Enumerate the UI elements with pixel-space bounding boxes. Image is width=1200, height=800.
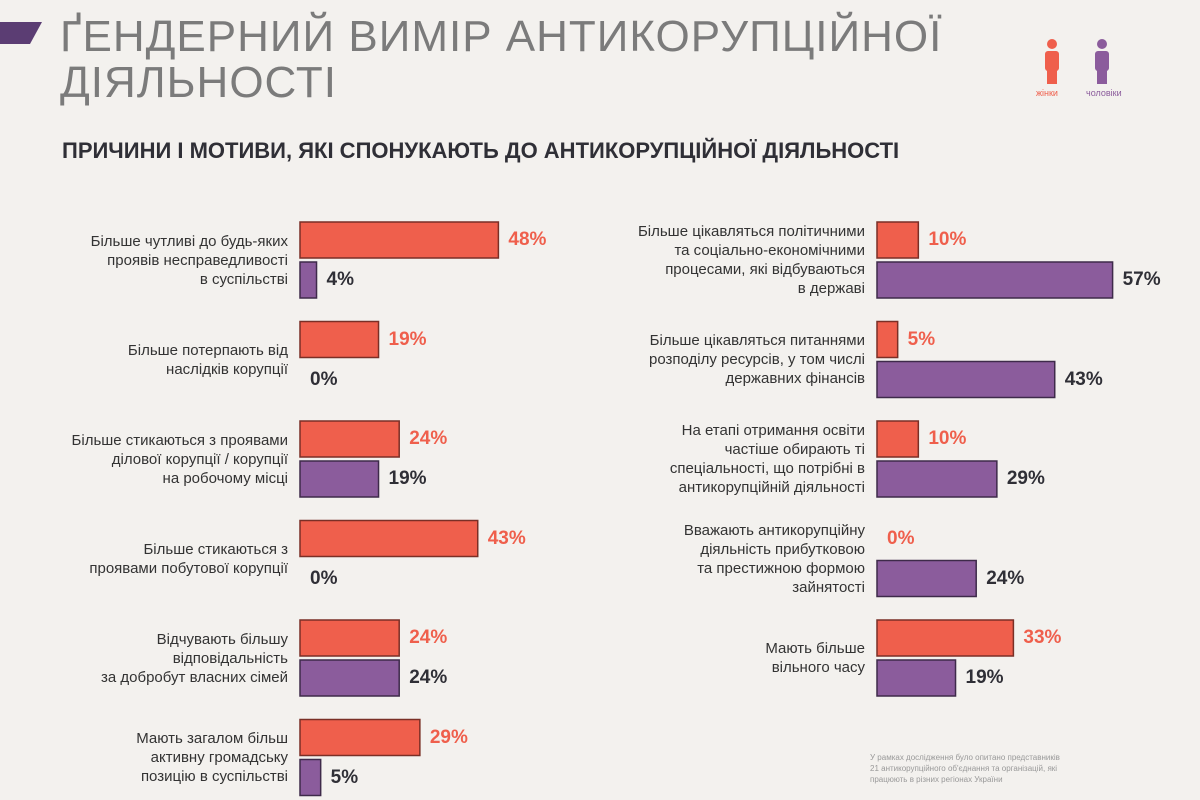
value-label: 29% <box>1006 468 1045 489</box>
bar <box>299 261 318 299</box>
value-label: 10% <box>928 428 967 449</box>
value-label: 43% <box>1064 368 1103 390</box>
value-label: 19% <box>388 328 427 350</box>
bar <box>876 619 1015 657</box>
value-label: 43% <box>487 527 526 549</box>
value-label: 19% <box>965 667 1004 688</box>
category-label: Більше стикаються з проявами побутової к… <box>89 540 288 577</box>
subtitle: ПРИЧИНИ І МОТИВИ, ЯКІ СПОНУКАЮТЬ ДО АНТИ… <box>62 138 900 163</box>
bar <box>299 718 421 757</box>
bar <box>876 659 957 697</box>
category-label: Більше цікавляться питаннями розподілу р… <box>649 332 865 387</box>
bar <box>876 221 920 259</box>
bar <box>876 320 899 359</box>
category-label: На етапі отримання освіти частіше обираю… <box>669 422 865 496</box>
category-label: Вважають антикорупційну діяльність прибу… <box>683 521 865 596</box>
footnote: У рамках дослідження було опитано предст… <box>870 753 1060 784</box>
value-label: 0% <box>310 368 338 390</box>
bar <box>299 320 380 359</box>
legend-label: жінки <box>1036 88 1058 98</box>
bar <box>876 360 1056 399</box>
bar <box>876 559 977 598</box>
bar <box>299 221 500 259</box>
value-label: 5% <box>907 328 936 350</box>
title: ҐЕНДЕРНИЙ ВИМІР АНТИКОРУПЦІЙНОЇ ДІЯЛЬНОС… <box>60 12 943 107</box>
bar <box>299 619 400 657</box>
bar <box>876 420 920 458</box>
legend-label: чоловіки <box>1086 88 1122 98</box>
category-label: Мають більше вільного часу <box>765 640 865 676</box>
value-label: 0% <box>887 527 915 549</box>
bar <box>299 519 479 558</box>
value-label: 24% <box>409 428 448 449</box>
bar <box>299 758 322 797</box>
bar <box>299 659 400 697</box>
category-label: Мають загалом більш активну громадську п… <box>136 730 288 785</box>
category-label: Відчувають більшу відповідальність за до… <box>101 630 288 686</box>
value-label: 57% <box>1122 269 1161 290</box>
bar <box>876 261 1114 299</box>
value-label: 10% <box>928 229 967 250</box>
bar <box>299 420 400 458</box>
value-label: 5% <box>330 766 359 788</box>
value-label: 24% <box>409 627 448 648</box>
value-label: 48% <box>508 229 547 250</box>
bar <box>299 460 380 498</box>
value-label: 29% <box>429 726 468 748</box>
bar <box>876 460 998 498</box>
value-label: 24% <box>986 567 1025 589</box>
category-label: Більше цікавляться політичними та соціал… <box>637 223 865 297</box>
value-label: 19% <box>388 468 427 489</box>
category-label: Більше чутливі до будь-яких проявів несп… <box>90 232 288 288</box>
value-label: 33% <box>1023 627 1062 648</box>
value-label: 24% <box>409 667 448 688</box>
value-label: 4% <box>326 269 354 290</box>
category-label: Більше потерпають від наслідків корупції <box>127 341 288 378</box>
value-label: 0% <box>310 567 338 589</box>
title-decor <box>0 22 42 44</box>
legend-icons <box>1045 39 1109 84</box>
category-label: Більше стикаються з проявами ділової кор… <box>71 431 288 487</box>
